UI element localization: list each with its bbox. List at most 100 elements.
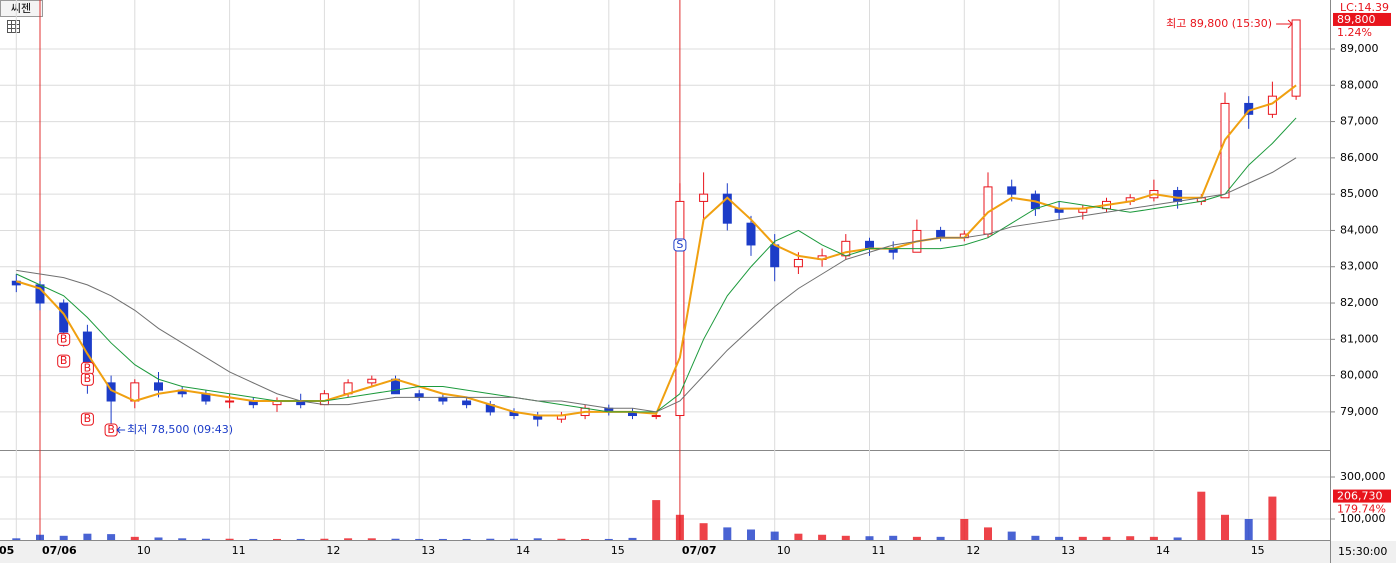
- candle-body: [936, 229, 946, 239]
- signal-marker: [57, 332, 71, 346]
- candle-body: [59, 302, 69, 333]
- y-tick-label: 86,000: [1340, 151, 1379, 164]
- candle-body: [462, 400, 472, 406]
- tab-label: 씨젠: [11, 2, 31, 15]
- x-tick-label: 15: [1251, 544, 1265, 557]
- y-tick-label: 300,000: [1340, 470, 1386, 483]
- y-tick-label: 83,000: [1340, 260, 1379, 273]
- annotation: 최고 89,800 (15:30): [1166, 17, 1272, 30]
- last-price-box: [1333, 12, 1391, 26]
- volume-bar: [320, 538, 329, 540]
- y-tick-label: 79,000: [1340, 405, 1379, 418]
- candle-body: [865, 240, 874, 250]
- volume-bar: [486, 538, 495, 540]
- volume-bar: [415, 538, 424, 540]
- y-tick-label: 82,000: [1340, 296, 1379, 309]
- signal-marker: [673, 238, 687, 252]
- volume-bar: [675, 514, 684, 540]
- x-tick-label: 12: [966, 544, 980, 557]
- signal-marker: [80, 412, 94, 426]
- volume-bar: [818, 534, 827, 540]
- volume-bar: [770, 531, 779, 540]
- candle-body: [1007, 186, 1017, 195]
- signal-marker: [57, 354, 71, 368]
- volume-bar: [438, 538, 447, 540]
- volume-bar: [1102, 536, 1111, 540]
- candle-body: [225, 400, 235, 403]
- y-tick-label: 87,000: [1340, 115, 1379, 128]
- candle-body: [130, 382, 140, 402]
- x-tick-label: 14: [1156, 544, 1170, 557]
- volume-bar: [1268, 496, 1277, 540]
- table-icon[interactable]: [7, 20, 20, 33]
- moving-average: [16, 84, 1297, 417]
- volume-bar: [225, 538, 234, 540]
- volume-bar: [1197, 491, 1206, 540]
- volume-bar: [652, 500, 661, 540]
- volume-bar: [249, 538, 258, 540]
- volume-bar: [841, 535, 850, 540]
- volume-bar: [107, 534, 116, 540]
- volume-bar: [273, 538, 281, 540]
- volume-bar: [344, 538, 353, 540]
- volume-bar: [1244, 518, 1253, 540]
- volume-bar: [936, 536, 945, 540]
- signal-label: B: [60, 332, 68, 345]
- x-tick-label: 15: [611, 544, 625, 557]
- y-tick-label: 89,000: [1340, 42, 1379, 55]
- volume-bar: [1078, 536, 1087, 540]
- volume-bar: [581, 538, 590, 540]
- volume-bar: [154, 537, 163, 540]
- x-tick-label: 11: [232, 544, 246, 557]
- y-tick-label: 85,000: [1340, 187, 1379, 200]
- last-volume-change: 179.74%: [1337, 503, 1386, 516]
- candle-body: [414, 393, 424, 398]
- x-tick-label: 11: [872, 544, 886, 557]
- signal-label: S: [676, 238, 683, 251]
- y-tick-label: 80,000: [1340, 369, 1379, 382]
- candle-body: [438, 396, 448, 402]
- x-axis-strip: [0, 541, 1396, 563]
- candle-body: [651, 415, 661, 418]
- y-tick-label: 84,000: [1340, 223, 1379, 236]
- volume-bar: [889, 535, 898, 540]
- candle-body: [675, 200, 685, 417]
- volume-bar: [604, 538, 613, 540]
- volume-bar: [391, 538, 400, 540]
- volume-bar: [723, 527, 732, 540]
- volume-bar: [1031, 535, 1040, 540]
- annotation: 최저 78,500 (09:43): [127, 423, 233, 436]
- volume-bar: [1126, 536, 1135, 540]
- last-price-change: 1.24%: [1337, 26, 1372, 39]
- volume-bar: [533, 538, 542, 540]
- signal-label: B: [60, 354, 68, 367]
- candle-body: [1173, 190, 1183, 202]
- annotation-arrow: [1276, 19, 1293, 29]
- volume-bar: [1149, 536, 1158, 540]
- volume-bar: [130, 536, 139, 540]
- x-tick-label: 13: [1061, 544, 1075, 557]
- volume-bar: [296, 538, 305, 540]
- signal-label: B: [84, 361, 92, 374]
- candle-body: [154, 382, 163, 391]
- volume-bar: [367, 538, 376, 540]
- candle-body: [746, 222, 756, 246]
- volume-bar: [36, 534, 44, 540]
- volume-bar: [59, 535, 68, 540]
- candle-body: [367, 378, 377, 384]
- volume-bar: [984, 527, 992, 540]
- last-price-label: 89,800: [1337, 13, 1376, 26]
- x-tick-label: 10: [777, 544, 791, 557]
- signal-label: B: [107, 423, 115, 436]
- y-tick-label: 81,000: [1340, 332, 1379, 345]
- signal-marker: [80, 372, 94, 386]
- x-tick-label: 13: [421, 544, 435, 557]
- x-tick-label: 14: [516, 544, 530, 557]
- signal-label: B: [84, 372, 92, 385]
- tab[interactable]: [0, 0, 43, 17]
- x-tick-label: 07/06: [42, 544, 77, 557]
- x-tick-label: 12: [326, 544, 340, 557]
- indicator: LC:14.39: [1340, 1, 1389, 14]
